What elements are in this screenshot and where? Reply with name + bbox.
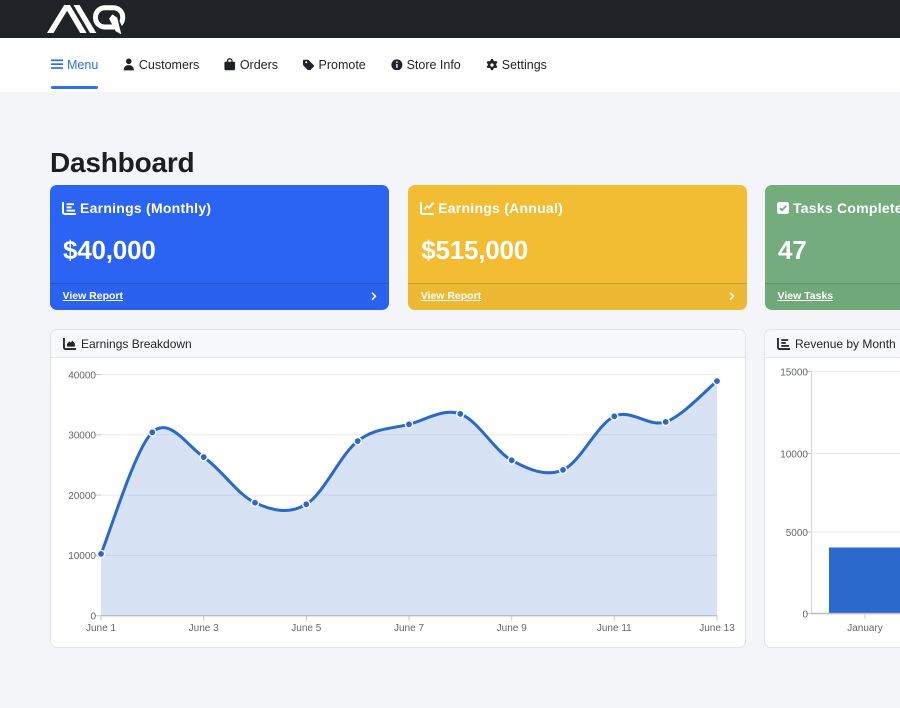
svg-text:10000: 10000 <box>68 551 96 562</box>
svg-text:40000: 40000 <box>68 370 96 381</box>
svg-text:10000: 10000 <box>780 449 808 460</box>
svg-text:June 13: June 13 <box>699 623 735 634</box>
svg-text:June 7: June 7 <box>394 623 424 634</box>
svg-text:0: 0 <box>802 609 808 620</box>
svg-text:June 3: June 3 <box>189 623 219 634</box>
svg-text:15000: 15000 <box>780 367 808 378</box>
svg-text:June 1: June 1 <box>86 623 116 634</box>
svg-text:June 5: June 5 <box>291 623 321 634</box>
svg-text:0: 0 <box>90 612 96 623</box>
svg-text:June 11: June 11 <box>597 623 632 634</box>
svg-text:30000: 30000 <box>68 431 96 442</box>
svg-text:5000: 5000 <box>786 528 809 539</box>
svg-text:June 9: June 9 <box>497 623 527 634</box>
svg-text:20000: 20000 <box>68 491 96 502</box>
svg-text:January: January <box>847 623 883 634</box>
